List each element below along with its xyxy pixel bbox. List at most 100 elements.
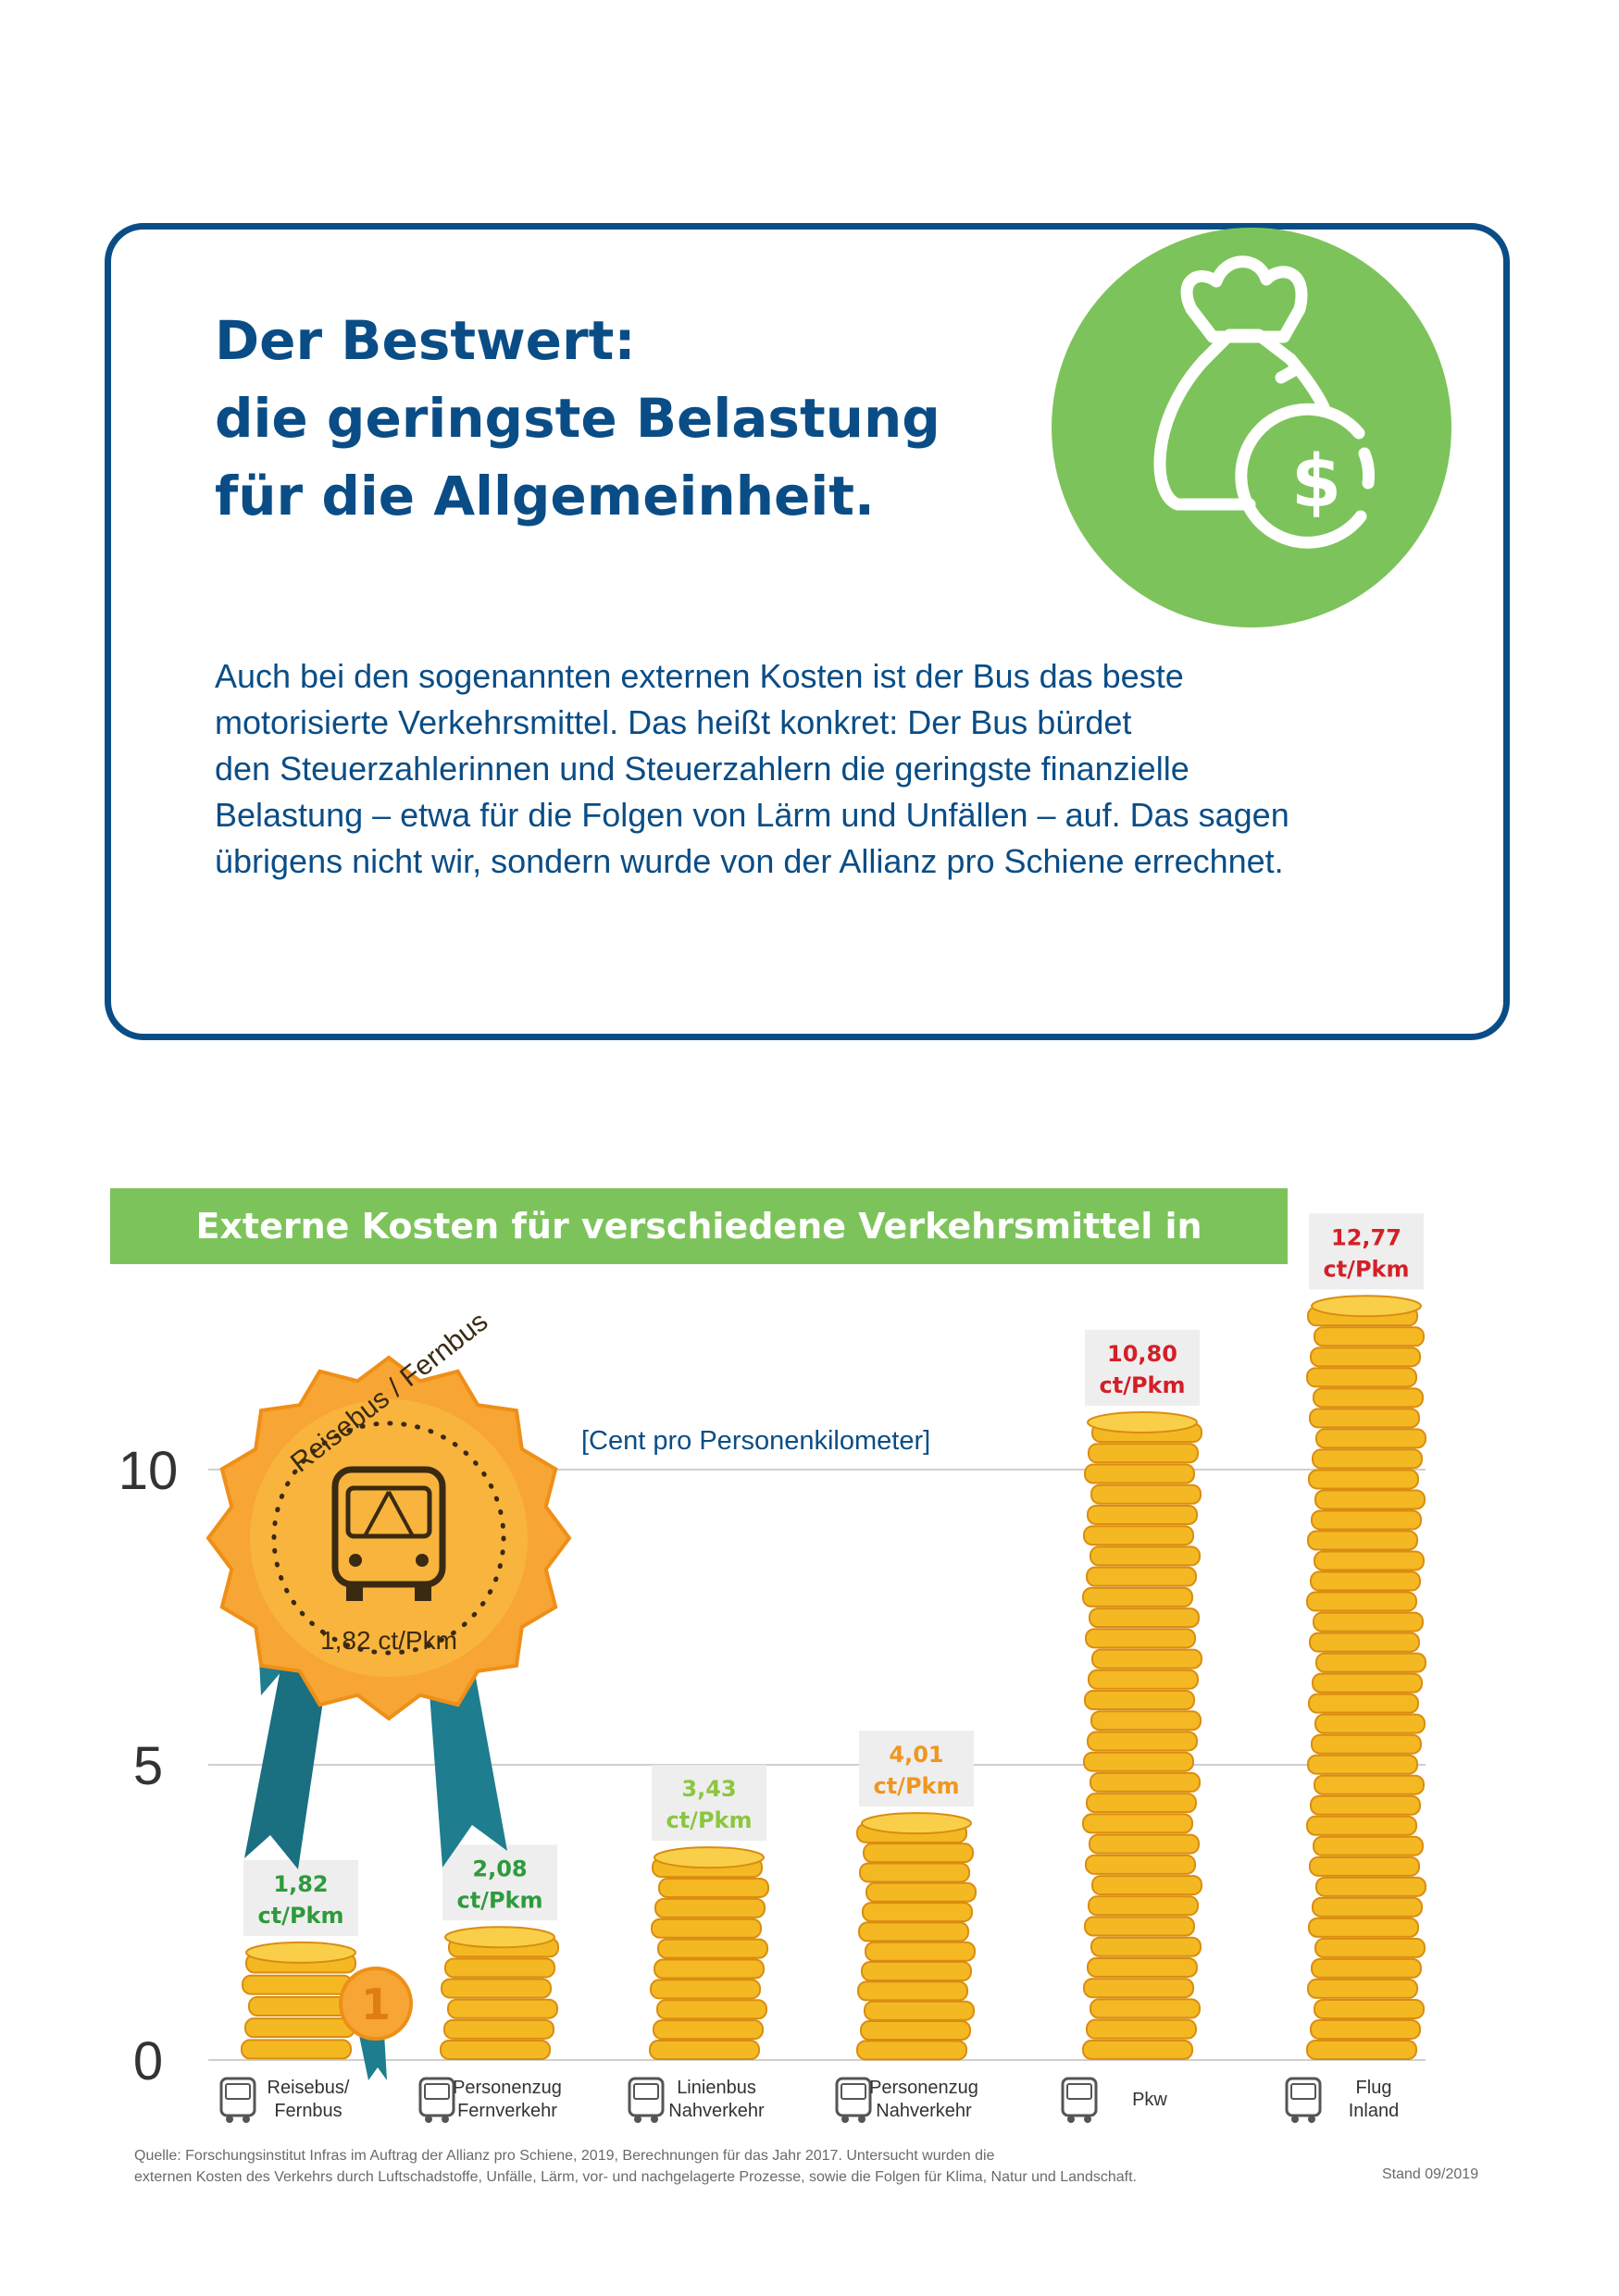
coin xyxy=(862,1902,973,1923)
coin xyxy=(651,1917,762,1939)
category-label: Flug xyxy=(1356,2078,1392,2098)
coin xyxy=(656,1999,767,2020)
heading-line: für die Allgemeinheit. xyxy=(215,465,875,527)
city-bus-icon-window xyxy=(633,2083,659,2100)
body-line: den Steuerzahlerinnen und Steuerzahlern … xyxy=(215,750,1189,788)
coin xyxy=(856,2040,967,2061)
value-label: 2,08 ct/Pkm xyxy=(442,1844,557,1921)
coin xyxy=(1091,1648,1202,1669)
value-label-unit: ct/Pkm xyxy=(1323,1256,1409,1282)
coin xyxy=(1085,1854,1196,1875)
city-bus-icon-wheel xyxy=(651,2116,658,2123)
source-note: Quelle: Forschungsinstitut Infras im Auf… xyxy=(134,2145,1301,2188)
coin xyxy=(866,1881,977,1903)
coin xyxy=(1314,1713,1426,1734)
coin xyxy=(1313,1611,1424,1632)
coin xyxy=(1089,1833,1200,1855)
category-label: Pkw xyxy=(1132,2090,1167,2110)
source-line: Quelle: Forschungsinstitut Infras im Auf… xyxy=(134,2148,995,2164)
value-label: 1,82 ct/Pkm xyxy=(243,1859,358,1936)
coin xyxy=(1306,1815,1417,1836)
heading-line: die geringste Belastung xyxy=(215,387,940,450)
value-label-number: 3,43 xyxy=(681,1776,736,1802)
badge-bus-body xyxy=(331,1466,446,1588)
coin xyxy=(1090,1998,1201,2019)
coin xyxy=(1086,1793,1197,1814)
chart-unit-label: [Cent pro Personenkilometer] xyxy=(581,1426,931,1456)
coin xyxy=(1312,1896,1423,1917)
coin xyxy=(1311,1957,1422,1979)
value-label-number: 12,77 xyxy=(1331,1224,1401,1250)
coin xyxy=(1310,1570,1421,1592)
coin xyxy=(1083,1978,1194,1999)
coin xyxy=(242,1974,353,1995)
coin-top xyxy=(444,1926,555,1949)
coin xyxy=(1307,1754,1418,1775)
coin xyxy=(1310,2018,1421,2040)
coin xyxy=(1308,1917,1419,1938)
coin xyxy=(1314,1937,1426,1958)
info-box-heading: Der Bestwert: die geringste Belastung fü… xyxy=(215,302,1048,535)
money-bag-dollar-icon: $ xyxy=(1052,228,1451,627)
coin xyxy=(1087,1731,1198,1752)
long-distance-train-icon-wheel xyxy=(442,2116,449,2123)
stand-date: Stand 09/2019 xyxy=(1382,2166,1479,2182)
coin xyxy=(858,1921,969,1942)
coin xyxy=(1306,2039,1417,2060)
medal-rank: 1 xyxy=(361,1980,391,2029)
coin xyxy=(444,1957,555,1979)
coin xyxy=(1084,1916,1195,1937)
coin xyxy=(1083,1751,1194,1772)
coin xyxy=(1090,1936,1202,1957)
value-label-box xyxy=(1085,1329,1200,1406)
coin xyxy=(653,2019,764,2041)
coin xyxy=(1088,1669,1199,1690)
city-bus-icon-wheel xyxy=(634,2116,641,2123)
coach-bus-icon-wheel xyxy=(243,2116,250,2123)
value-label-box xyxy=(652,1765,766,1842)
long-distance-train-icon-outline xyxy=(418,2077,455,2117)
badge-bus-light xyxy=(416,1554,429,1567)
category-label: Nahverkehr xyxy=(876,2101,972,2121)
coin xyxy=(1311,1733,1422,1755)
coin xyxy=(1087,1504,1198,1525)
coin xyxy=(1090,1710,1202,1731)
coin xyxy=(1315,1876,1426,1897)
coin xyxy=(1084,1463,1195,1484)
coin xyxy=(1310,1347,1421,1368)
coin xyxy=(1086,2018,1197,2040)
coin xyxy=(244,2017,355,2039)
airplane-icon-wheel xyxy=(1291,2116,1299,2123)
heading-line: Der Bestwert: xyxy=(215,309,636,372)
coin xyxy=(1306,1591,1417,1612)
source-line: externen Kosten des Verkehrs durch Lufts… xyxy=(134,2169,1137,2185)
coach-bus-icon-outline xyxy=(219,2077,256,2117)
coin xyxy=(1315,1652,1426,1673)
badge-bus-wiper xyxy=(363,1491,391,1537)
y-tick-label: 5 xyxy=(133,1736,163,1796)
airplane-icon-window xyxy=(1290,2083,1316,2100)
tram-icon-outline xyxy=(835,2077,872,2117)
coin xyxy=(441,1978,552,1999)
value-label-box xyxy=(442,1844,557,1921)
coin xyxy=(1314,1489,1426,1510)
coin xyxy=(654,1958,765,1980)
coin xyxy=(860,2020,971,2042)
coin xyxy=(865,1941,976,1962)
value-label-box xyxy=(859,1731,974,1807)
category-label: Nahverkehr xyxy=(668,2101,765,2121)
value-label: 3,43 ct/Pkm xyxy=(652,1765,766,1842)
coin xyxy=(1306,1367,1417,1388)
coin xyxy=(1311,1509,1422,1531)
coin xyxy=(1309,1632,1420,1653)
coin xyxy=(1308,1693,1419,1714)
coach-bus-icon-window xyxy=(225,2083,251,2100)
value-label: 4,01 ct/Pkm xyxy=(859,1731,974,1807)
long-distance-train-icon-wheel xyxy=(425,2116,432,2123)
coin xyxy=(649,2040,760,2061)
coin xyxy=(1314,1774,1425,1795)
coin xyxy=(861,1961,972,1982)
coin xyxy=(1313,1387,1424,1409)
body-line: Belastung – etwa für die Folgen von Lärm… xyxy=(215,796,1289,834)
